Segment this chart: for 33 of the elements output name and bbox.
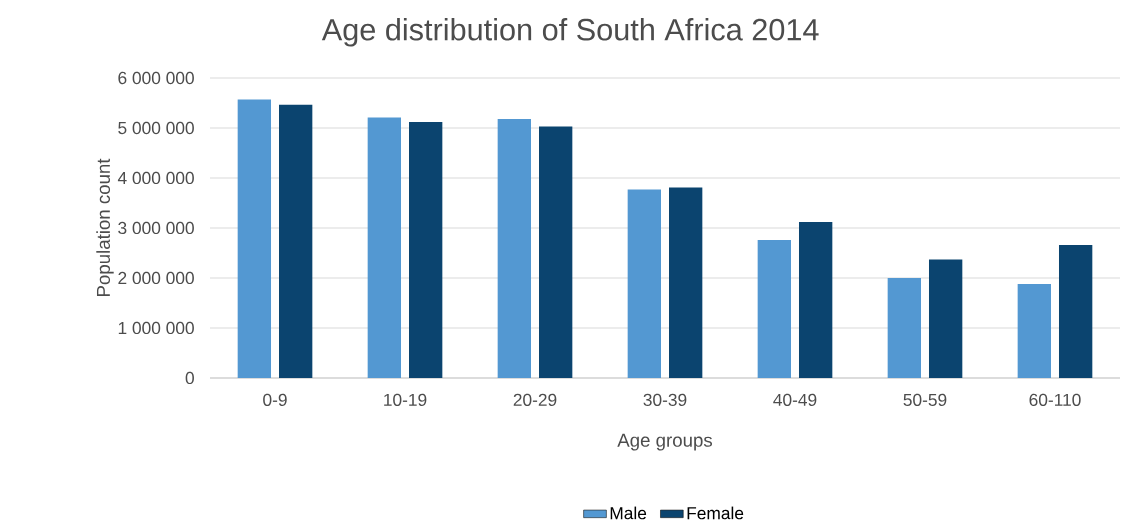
bar: [497, 118, 531, 378]
bar: [1017, 283, 1051, 378]
bar: [669, 187, 703, 378]
y-axis-title: Population count: [96, 158, 114, 296]
chart-title: Age distribution of South Africa 2014: [321, 18, 819, 47]
bar: [887, 277, 921, 378]
x-tick-label: 0-9: [263, 393, 287, 406]
y-tick-label: 2 000 000: [118, 271, 194, 285]
x-tick-label: 10-19: [384, 393, 427, 406]
bar: [798, 221, 833, 378]
y-tick-label: 5 000 000: [118, 121, 194, 135]
legend-label: Female: [687, 506, 744, 520]
x-axis-title: Age groups: [617, 433, 713, 451]
x-tick-label: 50-59: [903, 393, 947, 406]
y-tick-label: 3 000 000: [118, 221, 194, 235]
y-tick-label: 0: [185, 371, 194, 385]
bar: [279, 104, 313, 378]
x-tick-label: 60-110: [1029, 393, 1081, 406]
bar: [928, 259, 963, 378]
bar: [1058, 244, 1093, 378]
bar: [237, 99, 272, 378]
bar: [367, 117, 402, 378]
bar: [409, 121, 443, 378]
x-tick-label: 20-29: [513, 393, 557, 406]
y-tick-label: 4 000 000: [117, 171, 194, 185]
bar: [757, 239, 791, 378]
x-tick-label: 30-39: [643, 393, 687, 406]
y-tick-label: 6 000 000: [118, 71, 194, 85]
y-tick-label: 1 000 000: [118, 321, 194, 335]
legend-label: Male: [610, 506, 647, 520]
x-tick-label: 40-49: [773, 393, 817, 406]
bar: [627, 189, 661, 378]
bar: [539, 126, 573, 378]
